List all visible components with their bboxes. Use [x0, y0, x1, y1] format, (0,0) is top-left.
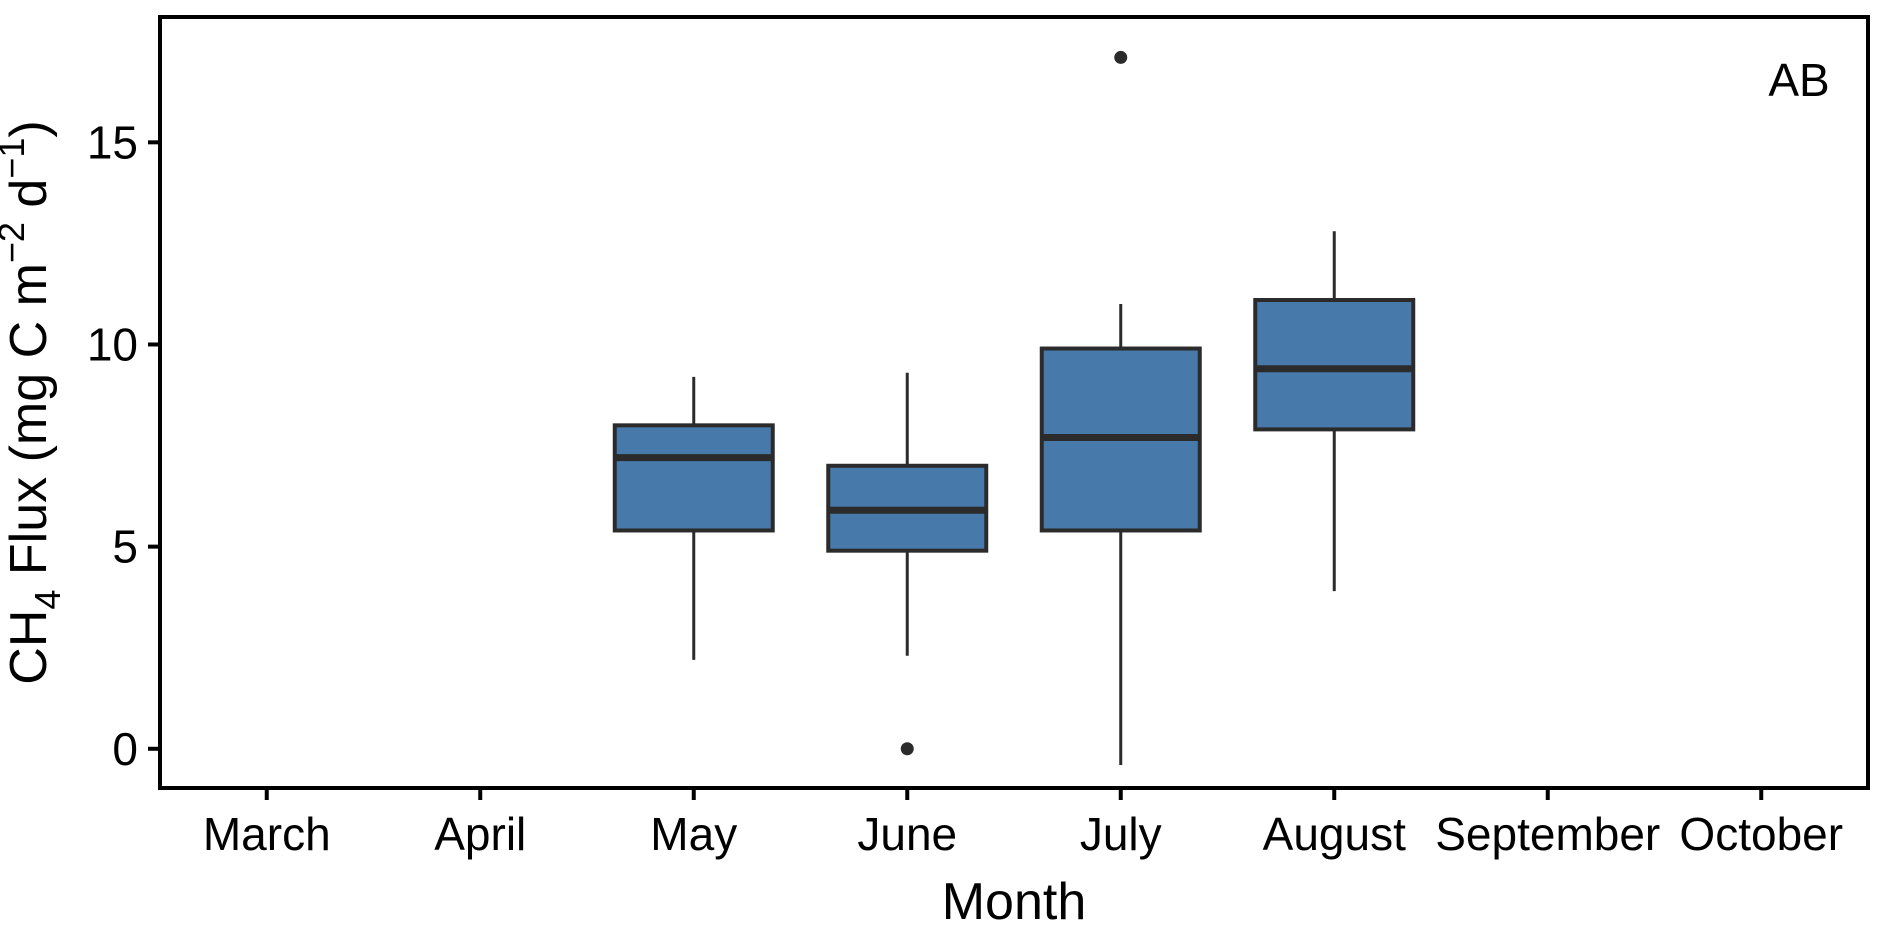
x-tick-label: October — [1679, 808, 1843, 860]
outlier-point — [900, 742, 914, 756]
x-tick-label: March — [203, 808, 331, 860]
iqr-box — [612, 423, 775, 533]
x-tick-label: August — [1263, 808, 1406, 860]
x-tick-label: July — [1080, 808, 1162, 860]
y-tick-label: 0 — [112, 723, 138, 775]
boxplot-july — [1039, 50, 1202, 765]
boxplot-august — [1253, 231, 1416, 592]
panel-border — [158, 15, 1870, 790]
iqr-box — [1253, 298, 1416, 432]
outlier-point — [1114, 50, 1128, 64]
y-axis-title-layer: CH4 Flux (mg C m−2 d−1) — [0, 120, 68, 684]
x-axis-title: Month — [942, 873, 1087, 931]
y-tick-label: 5 — [112, 521, 138, 573]
y-tick-label: 15 — [87, 116, 138, 168]
y-tick-label: 10 — [87, 319, 138, 371]
boxplot-june — [826, 372, 989, 756]
y-axis-title: CH4 Flux (mg C m−2 d−1) — [0, 120, 68, 684]
x-tick-label: September — [1435, 808, 1660, 860]
x-tick-label: April — [434, 808, 526, 860]
boxes-layer — [612, 50, 1416, 765]
panel-annotation: AB — [1768, 54, 1829, 106]
boxplot-may — [612, 376, 775, 660]
axes-layer: 0 5 10 15 March April May June July August Septemb… — [87, 116, 1843, 860]
panel-border-layer — [158, 15, 1870, 790]
x-tick-label: June — [857, 808, 957, 860]
x-tick-label: May — [650, 808, 737, 860]
